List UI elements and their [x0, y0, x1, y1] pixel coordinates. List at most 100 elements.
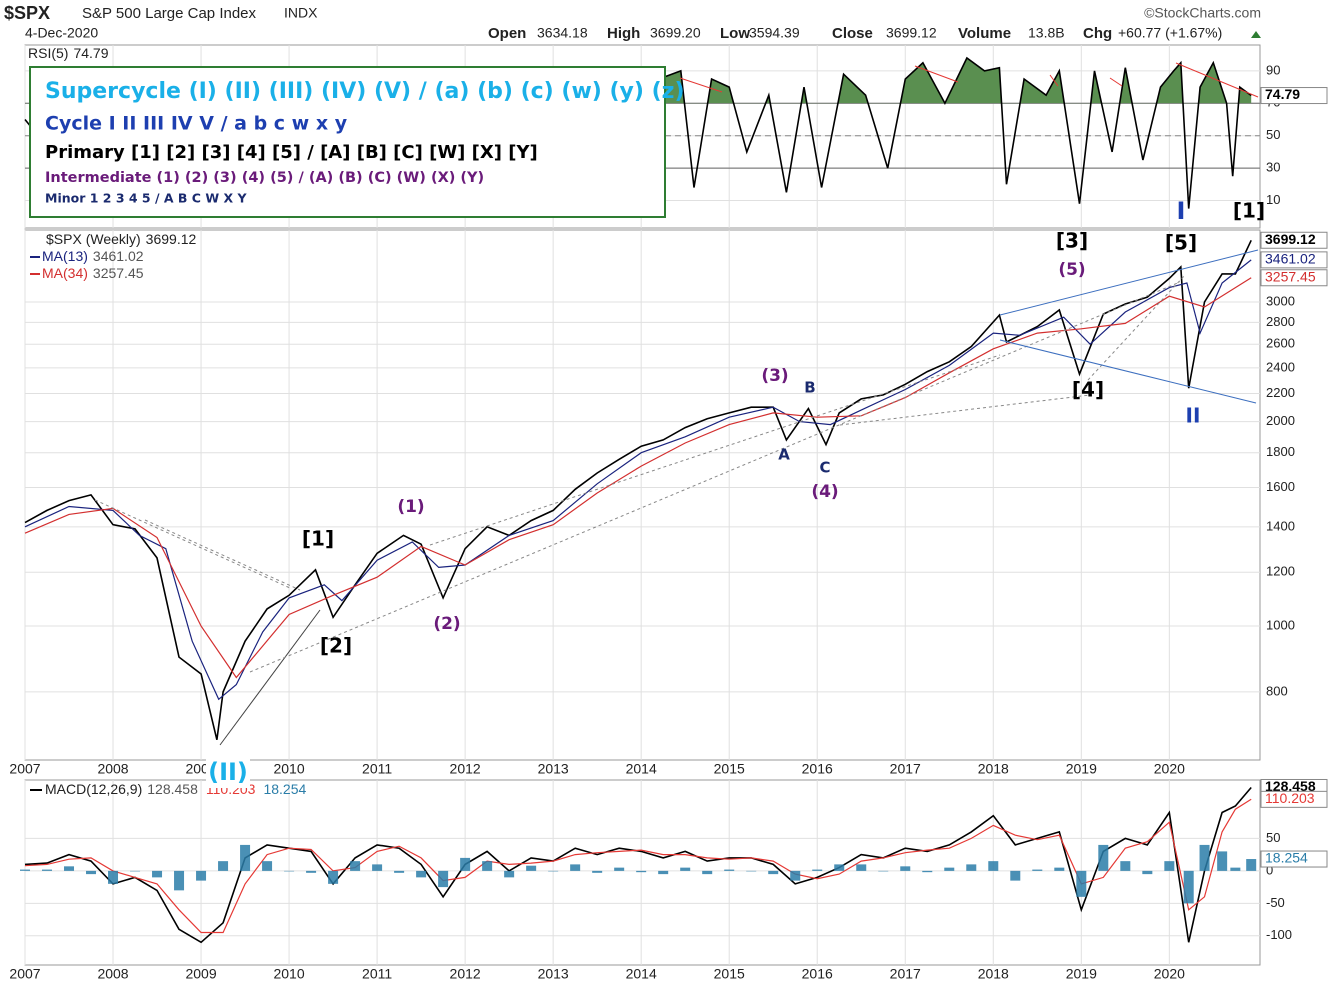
quote-value: +60.77 (+1.67%) — [1118, 25, 1222, 41]
histogram-bar — [1199, 844, 1210, 871]
histogram-bar — [988, 861, 999, 871]
quote-label: Low — [720, 25, 750, 42]
wave-label: (II) — [208, 758, 248, 786]
legend-name: MACD(12,26,9) — [45, 781, 142, 797]
histogram-bar — [614, 867, 625, 871]
x-tick-label: 2019 — [1066, 761, 1097, 777]
wave-label: [3] — [1056, 229, 1088, 253]
series-line — [24, 798, 1252, 934]
histogram-bar — [680, 867, 691, 871]
histogram-bar — [592, 870, 603, 873]
wave-label: (2) — [433, 614, 460, 634]
legend-name: MA(34) — [42, 265, 88, 281]
histogram-bar — [416, 870, 427, 878]
legend-name: $SPX (Weekly) — [46, 231, 141, 247]
histogram-bar — [174, 870, 185, 891]
wave-label: (1) — [397, 497, 424, 517]
panel-frame — [24, 229, 1261, 761]
x-tick-label: 2013 — [538, 966, 569, 982]
histogram-bar — [64, 866, 75, 871]
wave-label: [2] — [320, 634, 352, 658]
trend-line — [249, 281, 1181, 673]
quote-label: High — [607, 25, 640, 42]
x-tick-label: 2019 — [1066, 966, 1097, 982]
wave-label: II — [1186, 404, 1201, 428]
histogram-bar — [482, 861, 493, 871]
wave-label: B — [804, 379, 815, 397]
histogram-bar — [218, 861, 229, 871]
divergence-line — [1049, 74, 1059, 87]
series-line — [24, 239, 1252, 740]
legend-name: MA(13) — [42, 248, 88, 264]
histogram-bar — [1054, 867, 1065, 871]
quote-value: 3594.39 — [749, 25, 800, 41]
y-tick-label: 50 — [1266, 127, 1280, 142]
histogram-bar — [1010, 870, 1021, 881]
quote-label: Chg — [1083, 25, 1112, 42]
symbol: $SPX — [4, 3, 50, 23]
x-tick-label: 2020 — [1154, 966, 1185, 982]
histogram-bar — [42, 869, 53, 871]
quote-value: 3699.20 — [650, 25, 701, 41]
x-tick-label: 2008 — [97, 761, 128, 777]
wave-label: [4] — [1072, 378, 1104, 402]
legend-value: 3257.45 — [93, 265, 144, 281]
value-tag-label: 3257.45 — [1265, 268, 1316, 284]
histogram-bar — [372, 864, 383, 871]
quote-label: Volume — [958, 25, 1011, 42]
histogram-bar — [526, 865, 537, 871]
x-tick-label: 2012 — [450, 761, 481, 777]
histogram-bar — [702, 870, 713, 875]
trend-line — [429, 354, 1001, 546]
histogram-bar — [350, 861, 361, 871]
legend-value: 18.254 — [263, 781, 306, 797]
annotation-bg — [206, 758, 250, 788]
histogram-bar — [152, 870, 163, 878]
exchange: INDX — [284, 5, 318, 21]
panel: 2007 2008 2009 2010 2011 2012 2013 2014 2015 2016… — [9, 229, 1295, 777]
histogram-bar — [1098, 844, 1109, 871]
histogram-bar — [108, 870, 119, 884]
y-tick-label: 1200 — [1266, 564, 1295, 579]
value-tag — [1260, 850, 1328, 868]
histogram-bar — [922, 870, 933, 873]
histogram-bar — [460, 857, 471, 871]
x-tick-label: 2007 — [9, 761, 40, 777]
date: 4-Dec-2020 — [25, 25, 98, 41]
wave-label: (5) — [1058, 260, 1085, 280]
histogram-bar — [1183, 870, 1194, 904]
legend-value: 128.458 — [147, 781, 198, 797]
histogram-bar — [834, 864, 845, 871]
legend-entry: MA(13) 3461.02 — [42, 248, 144, 264]
quote-label: Open — [488, 25, 526, 42]
histogram-bar — [966, 864, 977, 871]
x-tick-label: 2015 — [714, 966, 745, 982]
legend-entry: RSI(5) 74.79 — [28, 45, 109, 61]
histogram-bar — [944, 867, 955, 871]
histogram-bar — [1120, 861, 1131, 871]
y-tick-label: 800 — [1266, 683, 1288, 698]
histogram-bar — [306, 870, 317, 873]
legend-entry: $SPX (Weekly) 3699.12 — [46, 231, 196, 247]
divergence-line — [1109, 77, 1123, 87]
x-tick-label: 2009 — [185, 966, 216, 982]
histogram-bar — [1164, 861, 1175, 871]
trend-line — [219, 609, 321, 746]
y-tick-label: 90 — [1266, 62, 1280, 77]
divergence-line — [1175, 62, 1259, 98]
wave-legend-line: Intermediate (1) (2) (3) (4) (5) / (A) (… — [45, 170, 484, 186]
histogram-bar — [746, 870, 757, 872]
legend-value: 3461.02 — [93, 248, 144, 264]
y-tick-label: 1400 — [1266, 518, 1295, 533]
x-tick-label: 2013 — [538, 761, 569, 777]
y-tick-label: 2000 — [1266, 413, 1295, 428]
histogram-bar — [790, 870, 801, 881]
trend-line — [144, 519, 301, 591]
value-tag-label: 74.79 — [1265, 86, 1300, 102]
y-tick-label: 2400 — [1266, 359, 1295, 374]
histogram-bar — [240, 844, 251, 871]
y-tick-label: -50 — [1266, 895, 1285, 910]
header: $SPX S&P 500 Large Cap Index INDX ©Stock… — [4, 3, 1261, 41]
